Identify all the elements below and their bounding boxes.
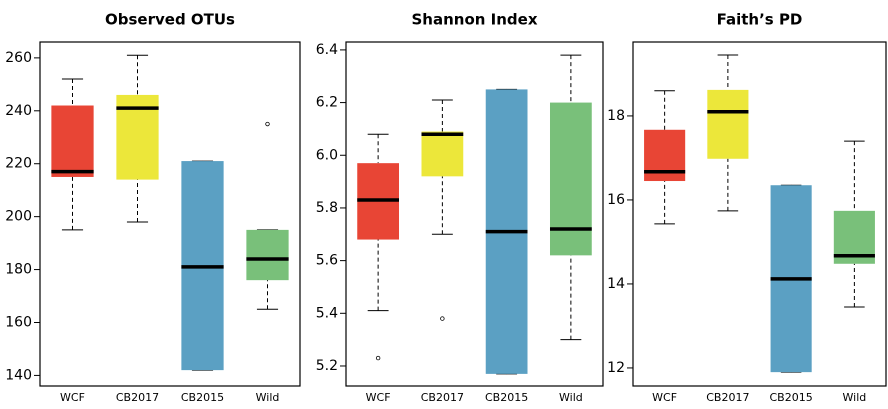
x-tick-label: Wild — [559, 391, 583, 404]
x-tick-label: Wild — [256, 391, 280, 404]
x-tick-label: CB2015 — [770, 391, 813, 404]
y-tick-label: 160 — [5, 314, 32, 330]
panel-frame — [345, 41, 604, 387]
panel-title: Faith’s PD — [717, 11, 803, 29]
panel-title: Shannon Index — [411, 11, 537, 29]
y-tick-label: 5.8 — [316, 200, 338, 216]
y-tick-label: 5.6 — [316, 253, 338, 269]
y-tick-label: 260 — [5, 50, 32, 66]
box — [51, 105, 94, 177]
x-tick-label: CB2015 — [485, 391, 528, 404]
y-tick-label: 5.2 — [316, 358, 338, 374]
y-tick-label: 200 — [5, 209, 32, 225]
panel-frame — [632, 41, 887, 387]
box — [421, 131, 464, 177]
y-tick-label: 6.2 — [316, 95, 338, 111]
outlier — [440, 316, 445, 321]
y-tick-label: 180 — [5, 262, 32, 278]
x-tick-label: CB2017 — [421, 391, 464, 404]
panel-title: Observed OTUs — [105, 11, 235, 29]
panel-frame — [39, 41, 301, 387]
y-tick-label: 6.0 — [316, 147, 338, 163]
box — [246, 229, 289, 281]
y-tick-label: 240 — [5, 103, 32, 119]
x-tick-label: CB2017 — [706, 391, 749, 404]
y-tick-label: 5.4 — [316, 305, 338, 321]
y-tick-label: 14 — [607, 276, 625, 292]
x-tick-label: Wild — [843, 391, 867, 404]
y-tick-label: 220 — [5, 156, 32, 172]
x-tick-label: WCF — [652, 391, 677, 404]
box — [707, 89, 749, 159]
outlier — [265, 121, 270, 127]
y-tick-label: 12 — [607, 360, 625, 376]
y-tick-label: 16 — [607, 192, 625, 208]
outlier — [375, 355, 381, 361]
x-tick-label: CB2017 — [116, 391, 159, 404]
box — [549, 102, 592, 256]
y-tick-label: 140 — [5, 367, 32, 383]
y-tick-label: 6.4 — [316, 42, 338, 58]
x-tick-label: WCF — [60, 391, 85, 404]
x-tick-label: CB2015 — [181, 391, 224, 404]
y-tick-label: 18 — [607, 108, 625, 124]
x-tick-label: WCF — [366, 391, 391, 404]
